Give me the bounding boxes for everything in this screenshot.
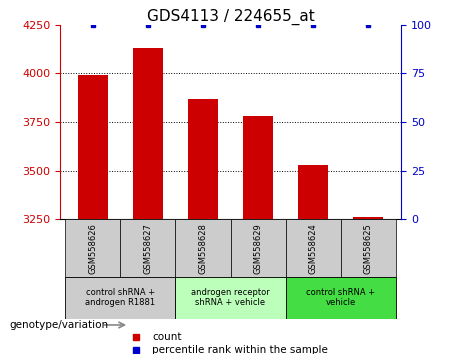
Text: count: count bbox=[152, 332, 182, 342]
Text: GSM558627: GSM558627 bbox=[143, 223, 153, 274]
Text: control shRNA +
vehicle: control shRNA + vehicle bbox=[306, 288, 375, 308]
Text: percentile rank within the sample: percentile rank within the sample bbox=[152, 345, 328, 354]
Bar bbox=[65, 277, 176, 319]
Text: GSM558629: GSM558629 bbox=[254, 223, 262, 274]
Bar bbox=[230, 219, 285, 277]
Bar bbox=[188, 99, 218, 219]
Bar bbox=[65, 219, 120, 277]
Bar bbox=[133, 48, 163, 219]
Bar bbox=[353, 217, 383, 219]
Text: GSM558626: GSM558626 bbox=[89, 223, 97, 274]
Text: GSM558625: GSM558625 bbox=[364, 223, 372, 274]
Bar bbox=[78, 75, 108, 219]
Bar bbox=[285, 277, 396, 319]
Text: GSM558628: GSM558628 bbox=[199, 223, 207, 274]
Bar bbox=[176, 277, 285, 319]
Bar bbox=[176, 219, 230, 277]
Text: GSM558624: GSM558624 bbox=[308, 223, 318, 274]
Bar bbox=[243, 116, 273, 219]
Bar bbox=[120, 219, 176, 277]
Text: control shRNA +
androgen R1881: control shRNA + androgen R1881 bbox=[85, 288, 155, 308]
Bar bbox=[285, 219, 341, 277]
Bar bbox=[298, 165, 328, 219]
Title: GDS4113 / 224655_at: GDS4113 / 224655_at bbox=[147, 8, 314, 25]
Text: androgen receptor
shRNA + vehicle: androgen receptor shRNA + vehicle bbox=[191, 288, 270, 308]
Text: genotype/variation: genotype/variation bbox=[9, 320, 108, 330]
Bar bbox=[341, 219, 396, 277]
